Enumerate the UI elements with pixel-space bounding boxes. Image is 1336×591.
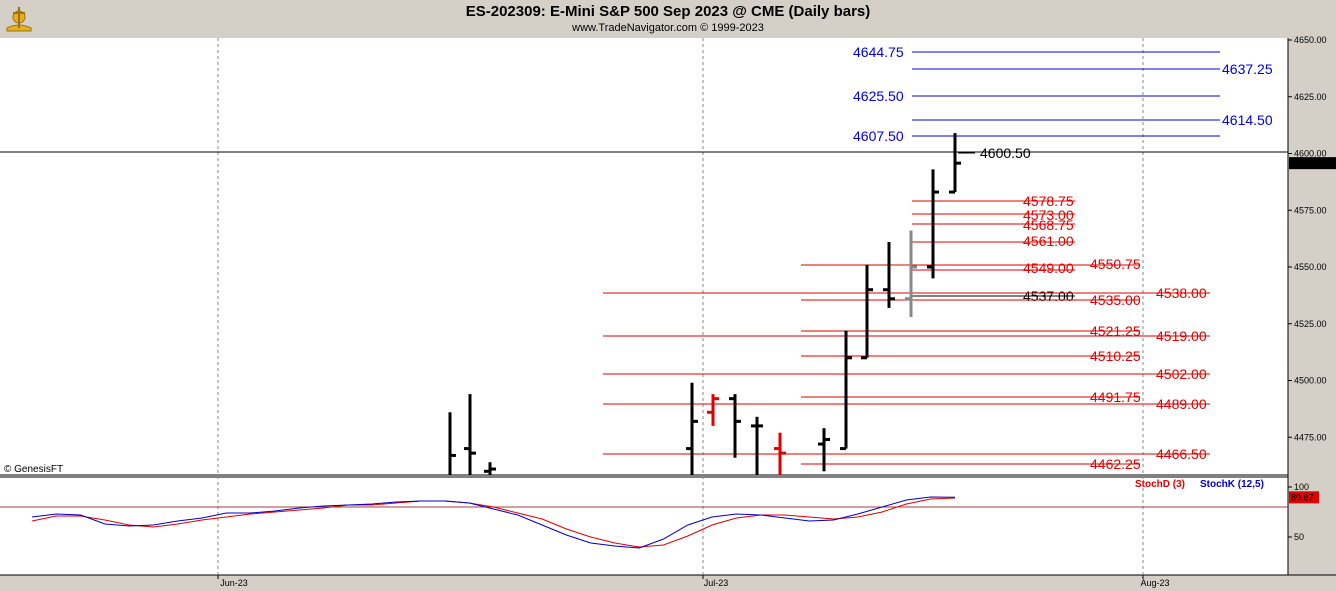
osc-legend-stochd: StochD (3) (1135, 479, 1185, 490)
level-label: 4561.00 (1023, 233, 1074, 249)
osc-tick-label: 50 (1294, 532, 1304, 542)
x-tick-label: Jun-23 (220, 578, 248, 588)
bottom-axis-panel (0, 575, 1336, 591)
price-tick-label: 4600.00 (1294, 149, 1327, 159)
level-label: 4550.75 (1090, 256, 1141, 272)
chart-header: ES-202309: E-Mini S&P 500 Sep 2023 @ CME… (0, 0, 1336, 38)
level-label: 4510.25 (1090, 348, 1141, 364)
price-tick-label: 4550.00 (1294, 262, 1327, 272)
price-tick-label: 4625.00 (1294, 92, 1327, 102)
price-tick-label: 4475.00 (1294, 432, 1327, 442)
level-label: 4578.75 (1023, 193, 1074, 209)
watermark: © GenesisFT (4, 464, 63, 475)
osc-series-line (31, 496, 956, 549)
osc-legend-stochk: StochK (12,5) (1200, 479, 1264, 490)
level-label: 4462.25 (1090, 456, 1141, 472)
level-label: 4625.50 (853, 88, 904, 104)
level-label: 4607.50 (853, 128, 904, 144)
level-label: 4600.50 (980, 145, 1031, 161)
x-tick-label: Aug-23 (1140, 578, 1169, 588)
osc-last-box (1289, 491, 1319, 504)
current-price-label: 4595.75 (1291, 158, 1324, 168)
current-price-box (1289, 157, 1336, 170)
price-tick-label: 4500.00 (1294, 376, 1327, 386)
level-label: 4637.25 (1222, 61, 1273, 77)
level-label: 4489.00 (1156, 396, 1207, 412)
level-label: 4537.00 (1023, 288, 1074, 304)
osc-last-label: 89.67 (1291, 492, 1314, 502)
price-tick-label: 4575.00 (1294, 205, 1327, 215)
osc-tick-label: 100 (1294, 482, 1309, 492)
level-label: 4466.50 (1156, 446, 1207, 462)
level-label: 4549.00 (1023, 260, 1074, 276)
x-tick-label: Jul-23 (704, 578, 729, 588)
level-label: 4573.00 (1023, 207, 1074, 223)
level-label: 4535.00 (1090, 292, 1141, 308)
chart-title: ES-202309: E-Mini S&P 500 Sep 2023 @ CME… (465, 3, 871, 20)
level-label: 4491.75 (1090, 389, 1141, 405)
level-label: 4568.75 (1023, 217, 1074, 233)
trade-navigator-logo (6, 7, 32, 32)
level-label: 4519.00 (1156, 328, 1207, 344)
osc-series-line (31, 497, 956, 548)
chart-subtitle: www.TradeNavigator.com © 1999-2023 (572, 22, 764, 34)
price-tick-label: 4650.00 (1294, 35, 1327, 45)
level-label: 4538.00 (1156, 285, 1207, 301)
level-label: 4644.75 (853, 44, 904, 60)
level-label: 4614.50 (1222, 112, 1273, 128)
level-label: 4521.25 (1090, 323, 1141, 339)
price-tick-label: 4525.00 (1294, 319, 1327, 329)
level-label: 4502.00 (1156, 366, 1207, 382)
